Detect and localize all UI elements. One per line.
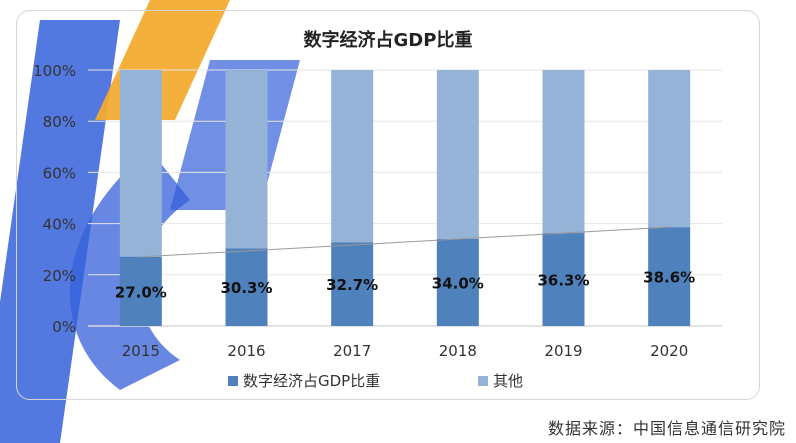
bars xyxy=(119,70,691,326)
bar-other xyxy=(436,70,479,239)
x-tick-label: 2015 xyxy=(122,342,160,360)
data-label: 34.0% xyxy=(432,274,484,292)
x-axis: 2015 2016 2017 2018 2019 2020 xyxy=(122,342,689,360)
bar-digital-economy xyxy=(119,256,162,326)
trend-line-segment xyxy=(140,226,670,258)
bar-other xyxy=(542,70,585,234)
bar-digital-economy xyxy=(331,242,374,326)
y-tick-label: 100% xyxy=(33,62,76,80)
bar-other xyxy=(119,70,162,257)
legend-label: 其他 xyxy=(493,372,523,390)
chart-title: 数字经济占GDP比重 xyxy=(304,29,473,51)
y-tick-label: 40% xyxy=(43,216,76,234)
y-tick-label: 20% xyxy=(43,267,76,285)
chart-card xyxy=(16,10,760,400)
trend-line xyxy=(140,226,670,258)
legend-label: 数字经济占GDP比重 xyxy=(243,372,380,390)
data-label: 36.3% xyxy=(537,272,589,290)
bar-digital-economy xyxy=(648,227,691,326)
data-label: 38.6% xyxy=(643,269,695,287)
legend: 数字经济占GDP比重 其他 xyxy=(228,372,523,390)
y-tick-label: 0% xyxy=(52,318,76,336)
bar-digital-economy xyxy=(542,233,585,326)
y-tick-label: 60% xyxy=(43,164,76,182)
y-tick-label: 80% xyxy=(43,113,76,131)
legend-swatch xyxy=(228,376,238,386)
x-tick-label: 2019 xyxy=(544,342,582,360)
gridlines xyxy=(88,69,722,327)
bar-digital-economy xyxy=(225,248,268,326)
y-axis: 0% 20% 40% 60% 80% 100% xyxy=(33,62,76,336)
legend-swatch xyxy=(478,376,488,386)
data-labels: 27.0% 30.3% 32.7% 34.0% 36.3% 38.6% xyxy=(115,269,695,302)
bar-other xyxy=(648,70,691,228)
data-label: 32.7% xyxy=(326,276,378,294)
source-note: 数据来源：中国信息通信研究院 xyxy=(547,419,786,438)
data-label: 27.0% xyxy=(115,283,167,301)
bar-other xyxy=(225,70,268,249)
x-tick-label: 2018 xyxy=(439,342,477,360)
x-tick-label: 2016 xyxy=(227,342,265,360)
data-label: 30.3% xyxy=(220,279,272,297)
x-tick-label: 2017 xyxy=(333,342,371,360)
bar-other xyxy=(331,70,374,243)
x-tick-label: 2020 xyxy=(650,342,688,360)
bar-digital-economy xyxy=(436,238,479,326)
